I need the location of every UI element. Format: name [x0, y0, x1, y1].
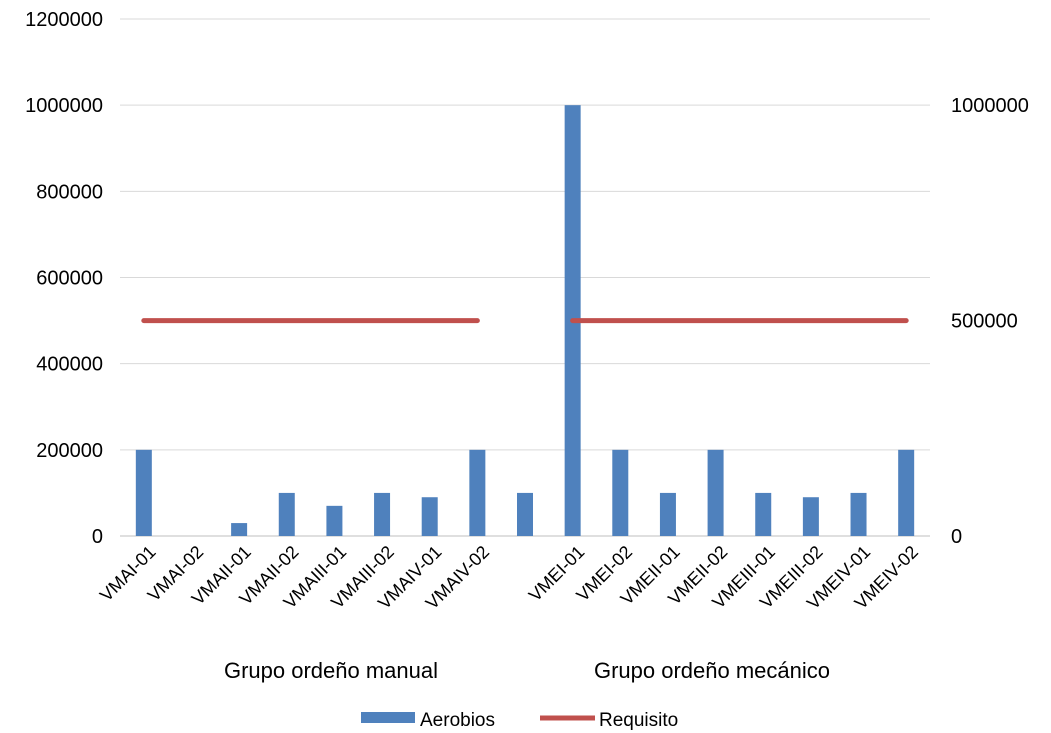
legend-label-aerobios: Aerobios — [420, 710, 495, 731]
group-label-mecanico: Grupo ordeño mecánico — [594, 658, 830, 683]
legend-label-requisito: Requisito — [599, 710, 678, 731]
aerobios-bar — [659, 492, 676, 536]
y-right-tick-label: 0 — [951, 526, 962, 548]
aerobios-bar — [850, 492, 867, 536]
aerobios-bar — [374, 492, 391, 536]
group-labels: Grupo ordeño manual Grupo ordeño mecánic… — [224, 658, 830, 683]
y-left-tick-label: 200000 — [36, 440, 103, 462]
y-left-tick-label: 0 — [92, 526, 103, 548]
aerobios-bar — [278, 492, 295, 536]
aerobios-bar — [231, 523, 248, 536]
aerobios-bar — [421, 497, 438, 536]
y-left-tick-label: 1000000 — [25, 95, 103, 117]
aerobios-bar — [898, 449, 915, 536]
group-label-manual: Grupo ordeño manual — [224, 658, 438, 683]
y-left-tick-label: 800000 — [36, 181, 103, 203]
aerobios-bar — [517, 492, 533, 536]
right-axis-ticks: 0 500000 1000000 — [951, 95, 1029, 548]
aerobios-bar — [135, 449, 152, 536]
y-right-tick-label: 1000000 — [951, 95, 1029, 117]
aerobios-bar — [326, 505, 343, 536]
aerobios-bar — [707, 449, 724, 536]
y-left-tick-label: 600000 — [36, 268, 103, 290]
aerobios-bar — [755, 492, 772, 536]
legend-swatch-aerobios — [361, 712, 415, 723]
y-left-tick-label: 1200000 — [25, 9, 103, 31]
aerobios-bar — [802, 497, 819, 536]
gridlines — [120, 18, 930, 537]
legend: Aerobios Requisito — [361, 710, 678, 731]
left-axis-ticks: 0 200000 400000 600000 800000 1000000 1200000 — [25, 9, 103, 548]
y-right-tick-label: 500000 — [951, 311, 1018, 333]
category-labels: VMAI-01VMAI-02VMAII-01VMAII-02VMAIII-01V… — [96, 542, 922, 613]
aerobios-bar — [469, 449, 486, 536]
aerobios-bars — [135, 105, 915, 537]
aerobios-bar — [612, 449, 629, 536]
y-left-tick-label: 400000 — [36, 354, 103, 376]
